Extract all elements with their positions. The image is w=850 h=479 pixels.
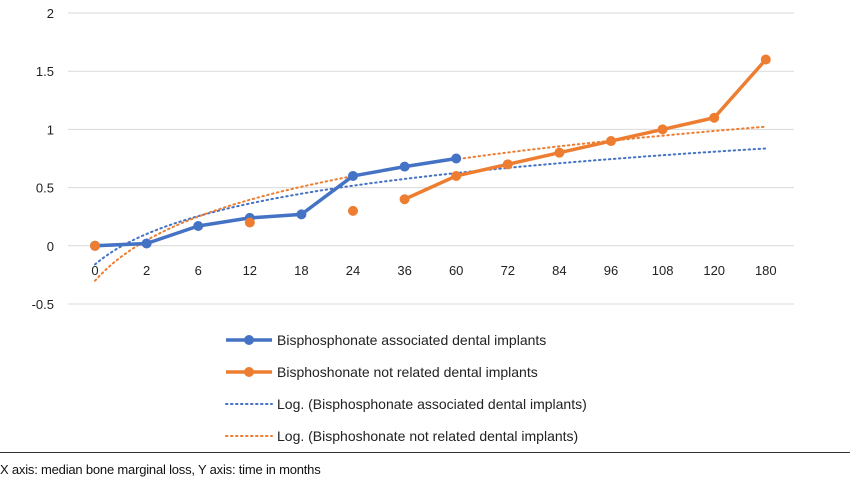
y-tick-label: 0.5 [36,181,54,196]
series-line-segment [299,174,355,217]
y-tick-label: 2 [47,6,54,21]
trendline-3 [94,125,767,282]
data-point [348,170,358,181]
legend: Bisphosphonate associated dental implant… [225,332,587,444]
data-point [399,194,410,205]
legend-label: Log. (Bisphoshonate not related dental i… [277,428,578,444]
data-point [244,217,255,228]
x-tick-label: 72 [501,263,515,278]
data-point [141,238,152,249]
series-line-segment [93,241,149,248]
data-point [193,221,204,232]
data-point [348,205,358,216]
x-tick-label: 108 [652,263,674,278]
data-point [606,136,616,147]
figure-caption: X axis: median bone marginal loss, Y axi… [0,462,321,477]
legend-item: Log. (Bisphosphonate associated dental i… [225,396,587,412]
x-tick-label: 2 [143,263,150,278]
data-point [451,153,462,164]
data-point [554,147,565,158]
y-axis-tick-labels: 2 1.5 1 0.5 0 -0.5 [32,6,54,312]
series-line-segment [660,116,716,132]
legend-item: Bisphoshonate not related dental implant… [226,364,538,380]
series-line-segment [454,162,510,178]
legend-item: Bisphosphonate associated dental implant… [226,332,546,348]
series-line-segment [351,164,407,178]
x-tick-label: 84 [552,263,566,278]
legend-marker [244,367,254,377]
legend-label: Log. (Bisphosphonate associated dental i… [277,396,587,412]
series-line-segment [196,216,252,228]
data-point [296,209,307,220]
series-line-segment [712,57,768,120]
x-axis-tick-labels: 0 2 6 12 18 24 36 60 72 84 96 108 120 180 [91,263,776,278]
line-chart: 2 1.5 1 0.5 0 -0.5 0 2 6 12 18 24 36 60 72 84 96 108 120 1… [32,6,794,444]
x-tick-label: 24 [346,263,360,278]
data-point [451,170,462,181]
x-tick-label: 36 [397,263,411,278]
y-tick-label: 1 [47,122,54,137]
x-tick-label: 120 [703,263,725,278]
x-tick-label: 180 [755,263,777,278]
series-line-segment [402,156,458,169]
trendline-2 [94,147,767,266]
series-1 [90,54,771,251]
data-point [760,54,771,65]
trendlines [94,125,767,282]
series-line-segment [144,224,200,246]
y-tick-label: 1.5 [36,64,54,79]
caption-divider [0,452,850,453]
y-tick-label: 0 [47,239,54,254]
data-series [90,54,771,251]
legend-label: Bisphosphonate associated dental implant… [277,332,546,348]
series-line-segment [557,139,613,155]
series-line-segment [402,174,458,201]
x-tick-label: 0 [91,263,98,278]
data-point [502,159,513,170]
legend-label: Bisphoshonate not related dental implant… [277,364,538,380]
data-point [399,161,410,172]
data-point [90,240,100,251]
data-point [709,112,720,123]
gridlines [68,12,794,305]
legend-item: Log. (Bisphoshonate not related dental i… [225,428,578,444]
x-tick-label: 96 [604,263,618,278]
x-tick-label: 18 [294,263,308,278]
x-tick-label: 12 [243,263,257,278]
y-tick-label: -0.5 [32,297,54,312]
x-tick-label: 6 [195,263,202,278]
data-point [657,124,668,135]
series-line-segment [506,150,562,167]
x-tick-label: 60 [449,263,463,278]
series-line-segment [609,127,665,143]
legend-marker [244,335,254,345]
series-line-segment [248,212,304,220]
